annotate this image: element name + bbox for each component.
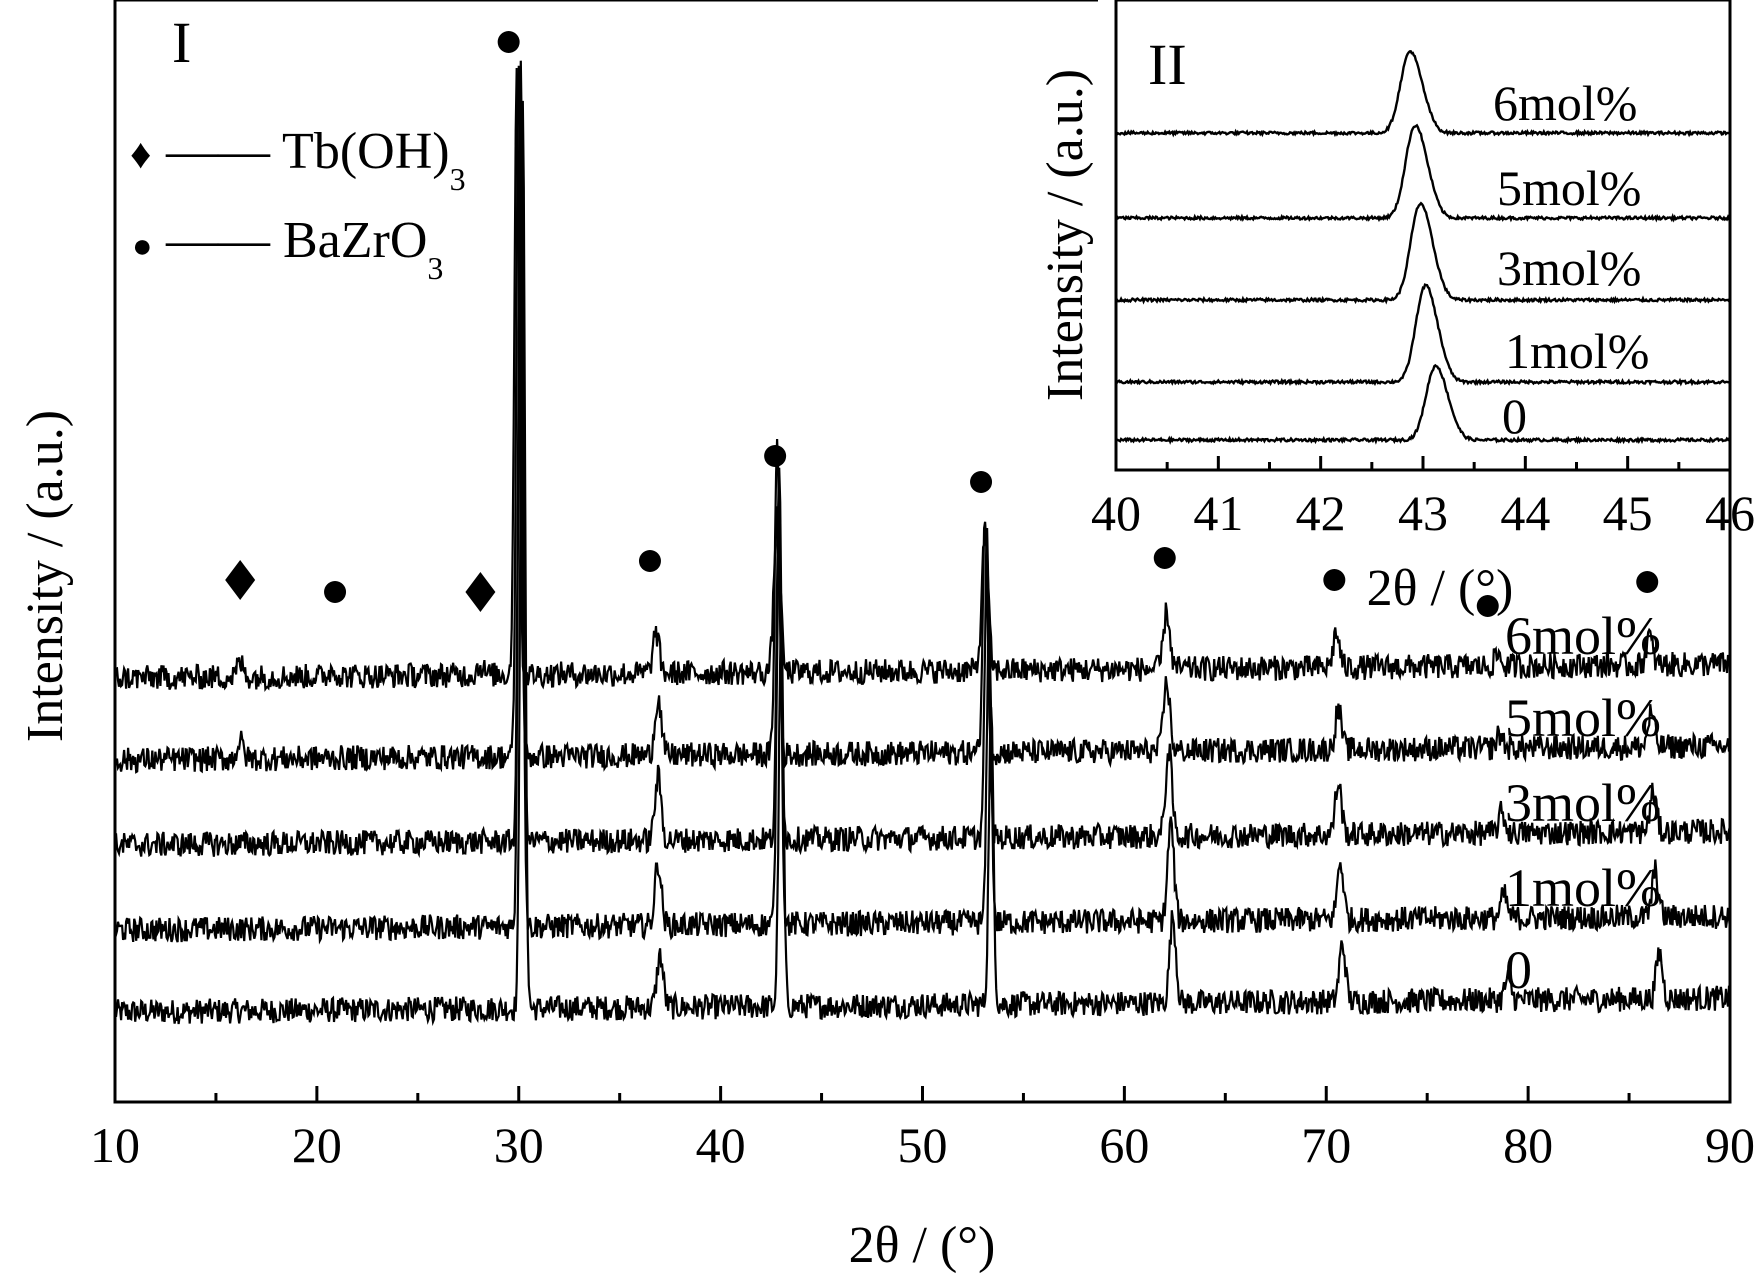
- inset-panel-label: II: [1148, 32, 1187, 97]
- main-plot-frame: [113, 0, 1732, 1104]
- main-x-ticks: [113, 1086, 1732, 1102]
- main-series-3: [113, 65, 1732, 774]
- inset-x-tick-labels: 40 41 42 43 44 45 46: [1091, 485, 1755, 541]
- diamond-marker: [225, 560, 256, 600]
- main-x-tick-label: 30: [494, 1117, 544, 1173]
- inset-y-axis-title: Intensity / (a.u.): [1037, 69, 1094, 401]
- inset-series-3: [1114, 123, 1732, 223]
- circle-marker: [970, 471, 993, 493]
- main-x-tick-label: 20: [292, 1117, 342, 1173]
- inset-series-label: 0: [1502, 388, 1527, 444]
- main-x-tick-label: 60: [1099, 1117, 1149, 1173]
- main-x-tick-labels: 10 20 30 40 50 60 70 80 90: [90, 1117, 1755, 1173]
- main-series-label: 1mol%: [1505, 858, 1661, 918]
- legend-circle-marker: ●: [132, 228, 153, 265]
- legend-ba-text: —— BaZrO3: [165, 212, 443, 286]
- inset-x-tick-label: 45: [1603, 485, 1653, 541]
- inset-series-label: 5mol%: [1497, 160, 1641, 216]
- inset-series-label: 6mol%: [1493, 75, 1637, 131]
- inset-series-label: 3mol%: [1497, 240, 1641, 296]
- main-series-labels: 0 1mol% 3mol% 5mol% 6mol%: [1505, 606, 1661, 1000]
- diamond-marker: [465, 572, 496, 612]
- circle-marker: [1476, 595, 1499, 617]
- main-y-axis-title: Intensity / (a.u.): [17, 410, 74, 742]
- inset-series-labels: 0 1mol% 3mol% 5mol% 6mol%: [1493, 75, 1649, 444]
- inset-series-2: [1115, 201, 1731, 305]
- main-series-group: [113, 60, 1732, 1027]
- main-series-4: [114, 67, 1732, 693]
- inset-x-axis-title: 2θ / (°): [1367, 560, 1514, 617]
- inset-x-tick-label: 42: [1296, 485, 1346, 541]
- inset-series-label: 1mol%: [1505, 323, 1649, 379]
- main-series-0: [113, 100, 1732, 1027]
- inset-series-0: [1115, 363, 1731, 445]
- main-x-axis-title: 2θ / (°): [849, 1217, 996, 1274]
- inset-series-group: [1114, 50, 1732, 445]
- main-x-tick-label: 70: [1301, 1117, 1351, 1173]
- legend-tb-subscript: 3: [450, 161, 466, 197]
- main-x-tick-label: 40: [696, 1117, 746, 1173]
- circle-marker: [1636, 571, 1659, 593]
- main-x-tick-label: 10: [90, 1117, 140, 1173]
- legend-diamond-marker: ♦: [130, 132, 151, 178]
- main-series-label: 0: [1505, 940, 1532, 1000]
- inset-plot-frame: [1114, 0, 1732, 472]
- circle-marker: [1323, 569, 1346, 591]
- inset-x-tick-label: 41: [1193, 485, 1243, 541]
- main-series-label: 6mol%: [1505, 606, 1661, 666]
- main-x-tick-label: 50: [898, 1117, 948, 1173]
- inset-x-tick-label: 46: [1705, 485, 1755, 541]
- legend-ba-label: —— BaZrO: [165, 212, 427, 269]
- circle-marker: [638, 550, 661, 572]
- legend: ♦ —— Tb(OH)3 ● —— BaZrO3: [130, 123, 466, 286]
- circle-marker: [1153, 547, 1176, 569]
- inset-x-tick-label: 40: [1091, 485, 1141, 541]
- legend-ba-subscript: 3: [427, 250, 443, 286]
- phase-markers: [225, 31, 1659, 617]
- main-series-label: 5mol%: [1505, 688, 1661, 748]
- inset-x-tick-label: 44: [1500, 485, 1550, 541]
- legend-tb-text: —— Tb(OH)3: [165, 123, 466, 197]
- main-series-2: [113, 60, 1732, 859]
- inset-background: [1098, 0, 1730, 470]
- circle-marker: [764, 445, 787, 467]
- circle-marker: [497, 31, 520, 53]
- inset-series-4: [1114, 50, 1731, 138]
- main-panel-label: I: [172, 10, 191, 75]
- main-plot: 10 20 30 40 50 60 70 80 90 01mol%3mol%5mol%6mol%…: [17, 0, 1755, 1274]
- main-x-tick-label: 90: [1705, 1117, 1755, 1173]
- circle-marker: [324, 581, 347, 603]
- main-x-tick-label: 80: [1503, 1117, 1553, 1173]
- main-series-label: 3mol%: [1505, 773, 1661, 833]
- inset-series-1: [1114, 283, 1731, 387]
- main-series-1: [113, 108, 1732, 945]
- inset-x-tick-label: 43: [1398, 485, 1448, 541]
- legend-tb-label: —— Tb(OH): [165, 123, 450, 180]
